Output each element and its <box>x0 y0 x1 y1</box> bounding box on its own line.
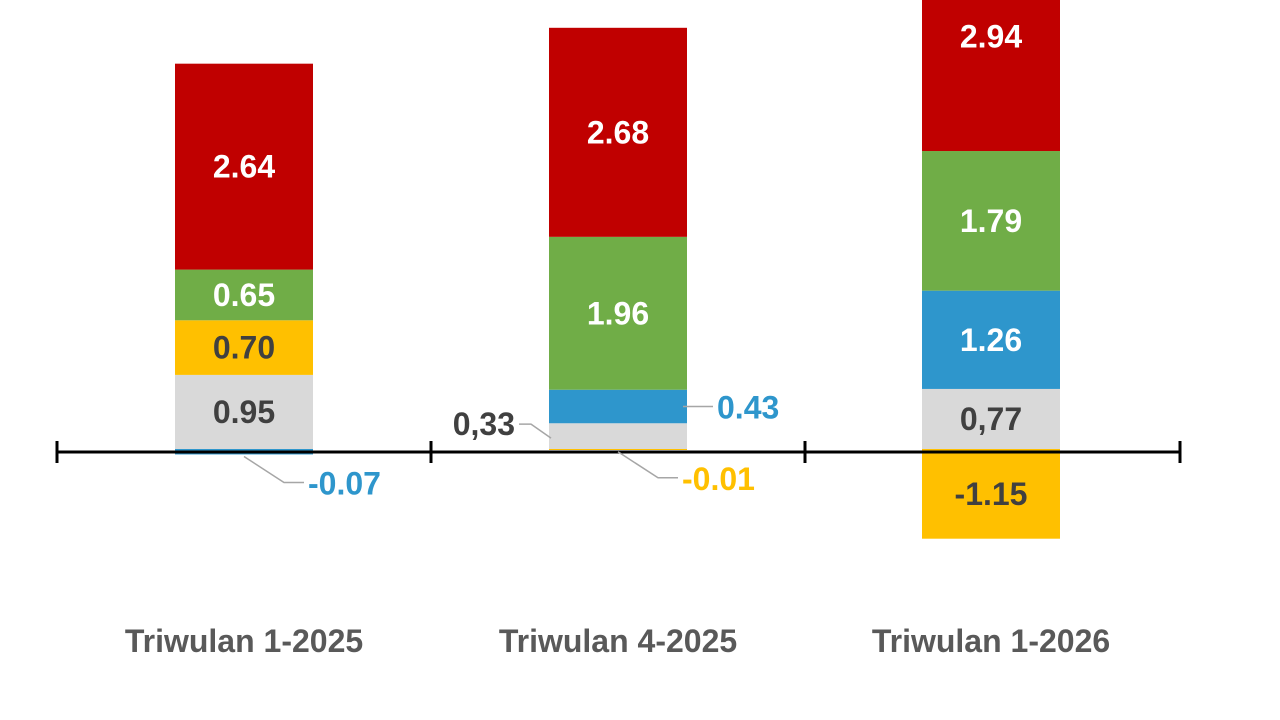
bar-segment-triwulan-4-2025-s4 <box>549 423 687 449</box>
data-label-triwulan-1-2025-s3: -0.07 <box>308 465 381 501</box>
bar-segment-triwulan-1-2025-s2 <box>175 320 313 375</box>
category-label-triwulan-1-2026: Triwulan 1-2026 <box>872 623 1110 659</box>
data-label-triwulan-1-2026-s1: 1.79 <box>960 203 1022 239</box>
data-label-triwulan-1-2025-s4: 0.95 <box>213 394 275 430</box>
data-label-triwulan-1-2026-s4: 0,77 <box>960 401 1022 437</box>
data-label-triwulan-4-2025-s3: 0.43 <box>717 389 779 425</box>
bar-segment-triwulan-1-2026-s0 <box>922 0 1060 152</box>
bar-segment-triwulan-4-2025-s3 <box>549 389 687 424</box>
data-label-triwulan-1-2026-s0: 2.94 <box>960 18 1022 54</box>
data-label-triwulan-1-2025-s0: 2.64 <box>213 149 275 185</box>
category-labels-layer: Triwulan 1-2025 Triwulan 4-2025 Triwulan 1… <box>125 623 1110 659</box>
bars-layer <box>175 0 1060 539</box>
bar-segment-triwulan-4-2025-s2 <box>549 449 687 450</box>
bar-segment-triwulan-1-2025-s1 <box>175 269 313 321</box>
leader-line-triwulan-4-2025-s2 <box>617 451 678 479</box>
bar-segment-triwulan-4-2025-s0 <box>549 27 687 237</box>
bar-segment-triwulan-1-2025-s4 <box>175 374 313 449</box>
data-label-triwulan-4-2025-s0: 2.68 <box>587 114 649 150</box>
leader-line-triwulan-1-2025-s3 <box>243 455 304 484</box>
data-label-triwulan-1-2025-s1: 0.65 <box>213 277 275 313</box>
bar-segment-triwulan-1-2026-s1 <box>922 151 1060 291</box>
data-label-triwulan-4-2025-s1: 1.96 <box>587 295 649 331</box>
data-label-triwulan-4-2025-s4: 0,33 <box>453 406 515 442</box>
leader-line-triwulan-4-2025-s4 <box>519 423 552 439</box>
bar-segment-triwulan-1-2026-s4 <box>922 388 1060 449</box>
bar-segment-triwulan-1-2026-s2 <box>922 449 1060 539</box>
data-label-triwulan-1-2025-s2: 0.70 <box>213 330 275 366</box>
bar-segment-triwulan-1-2026-s3 <box>922 290 1060 389</box>
data-labels-layer: 0.95 0.70 0.65 2.64 -0.07 0,33 0.43 1.96 2.68 -0.… <box>213 18 1028 511</box>
category-label-triwulan-1-2025: Triwulan 1-2025 <box>125 623 363 659</box>
bar-segment-triwulan-1-2025-s0 <box>175 63 313 270</box>
category-label-triwulan-4-2025: Triwulan 4-2025 <box>499 623 737 659</box>
data-label-triwulan-1-2026-s2: -1.15 <box>955 476 1028 512</box>
data-label-triwulan-4-2025-s2: -0.01 <box>682 461 755 497</box>
bar-segment-triwulan-4-2025-s1 <box>549 236 687 390</box>
data-label-triwulan-1-2026-s3: 1.26 <box>960 322 1022 358</box>
